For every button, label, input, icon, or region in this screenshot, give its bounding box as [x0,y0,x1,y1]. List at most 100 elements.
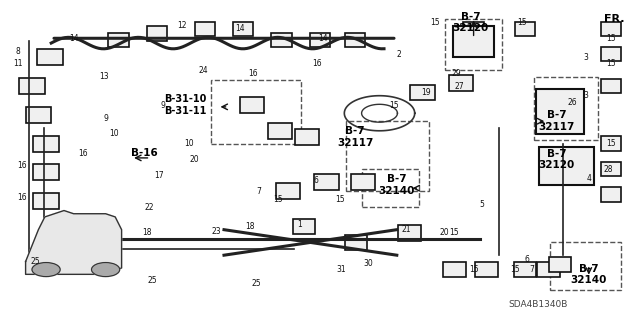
FancyBboxPatch shape [33,164,59,180]
Text: 3: 3 [584,91,589,100]
Text: 15: 15 [606,34,616,43]
Bar [534,77,598,140]
FancyBboxPatch shape [240,97,264,113]
Text: 3: 3 [584,53,589,62]
FancyBboxPatch shape [108,33,129,47]
Text: 15: 15 [388,101,399,110]
Text: 16: 16 [17,193,28,202]
Text: 19: 19 [421,88,431,97]
Text: 16: 16 [248,69,258,78]
Text: 10: 10 [184,139,195,148]
FancyBboxPatch shape [26,107,51,123]
Text: 24: 24 [198,66,208,75]
Text: 10: 10 [109,130,119,138]
FancyBboxPatch shape [476,262,498,277]
Bar [346,121,429,191]
Text: 9: 9 [104,114,109,122]
FancyBboxPatch shape [292,219,315,234]
Text: 1: 1 [297,220,302,229]
Text: B-7
32140: B-7 32140 [571,263,607,285]
Text: 15: 15 [468,265,479,274]
Text: 28: 28 [604,165,612,174]
FancyBboxPatch shape [449,75,473,91]
Text: 29: 29 [451,69,461,78]
Text: 4: 4 [586,174,591,183]
FancyBboxPatch shape [233,21,253,36]
FancyBboxPatch shape [514,262,536,277]
Text: 26: 26 [568,98,578,107]
Text: 15: 15 [335,195,346,204]
Text: B-7
32117: B-7 32117 [539,110,575,132]
Text: 15: 15 [517,18,527,27]
Text: 5: 5 [479,200,484,209]
FancyBboxPatch shape [453,26,494,57]
Text: 16: 16 [17,161,28,170]
FancyBboxPatch shape [19,78,45,94]
Bar [211,80,301,144]
Polygon shape [54,219,86,228]
FancyBboxPatch shape [33,136,59,152]
Text: 15: 15 [606,59,616,68]
Polygon shape [26,211,122,274]
FancyBboxPatch shape [37,49,63,65]
Text: 6: 6 [314,176,319,185]
Text: 17: 17 [154,171,164,180]
Polygon shape [88,219,108,228]
FancyBboxPatch shape [601,162,621,176]
FancyBboxPatch shape [310,33,330,47]
Bar [445,19,502,70]
Circle shape [32,263,60,277]
Text: SDA4B1340B: SDA4B1340B [508,300,567,309]
Text: 20: 20 [440,228,450,237]
Text: 7: 7 [257,187,262,196]
FancyBboxPatch shape [601,137,621,151]
Text: 12: 12 [178,21,187,30]
FancyBboxPatch shape [276,183,300,199]
Text: 7: 7 [529,265,534,274]
FancyBboxPatch shape [463,21,484,36]
FancyBboxPatch shape [345,235,367,250]
FancyBboxPatch shape [601,47,621,62]
Text: 14: 14 [318,34,328,43]
Text: B-7
32120: B-7 32120 [452,11,488,33]
FancyBboxPatch shape [601,21,621,36]
Text: 22: 22 [145,203,154,212]
Bar [550,242,621,290]
FancyBboxPatch shape [538,262,560,277]
FancyBboxPatch shape [345,33,365,47]
Text: 25: 25 [251,279,261,288]
Text: 30: 30 [363,259,373,268]
Text: 25: 25 [30,257,40,266]
FancyBboxPatch shape [549,257,572,272]
Text: B-7
32117: B-7 32117 [337,126,373,148]
Text: 15: 15 [273,195,283,204]
Text: 11: 11 [13,59,22,68]
Text: 6: 6 [525,256,530,264]
Text: B-31-10
B-31-11: B-31-10 B-31-11 [164,94,207,116]
FancyBboxPatch shape [268,123,292,139]
Text: B-16: B-16 [131,148,157,158]
FancyBboxPatch shape [314,174,339,190]
Circle shape [92,263,120,277]
Text: 20: 20 [189,155,199,164]
Text: B-7
32140: B-7 32140 [379,174,415,196]
Text: 18: 18 [143,228,152,237]
FancyBboxPatch shape [351,174,375,190]
FancyBboxPatch shape [147,26,167,41]
Bar [362,169,419,207]
Text: 31: 31 [336,265,346,274]
Text: 15: 15 [510,265,520,274]
FancyBboxPatch shape [601,79,621,93]
Text: 25: 25 [147,276,157,285]
FancyBboxPatch shape [443,262,466,277]
FancyBboxPatch shape [536,89,584,134]
Text: 18: 18 [245,222,254,231]
Text: B-7
32120: B-7 32120 [539,149,575,170]
Text: 8: 8 [15,47,20,56]
Text: 15: 15 [430,18,440,27]
FancyBboxPatch shape [398,225,421,241]
FancyBboxPatch shape [33,193,59,209]
FancyBboxPatch shape [515,21,535,36]
Text: 27: 27 [454,82,464,91]
Text: 15: 15 [606,139,616,148]
